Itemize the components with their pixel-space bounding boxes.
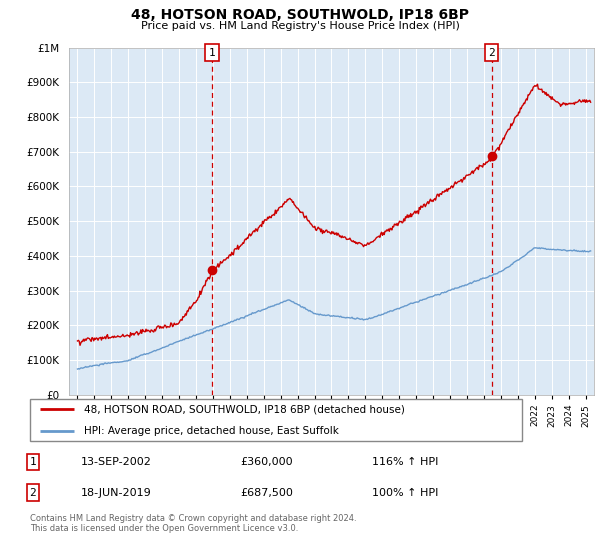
Text: 13-SEP-2002: 13-SEP-2002 xyxy=(81,457,152,466)
Text: £687,500: £687,500 xyxy=(240,488,293,497)
Text: 1: 1 xyxy=(209,48,215,58)
Text: 2: 2 xyxy=(488,48,495,58)
Text: HPI: Average price, detached house, East Suffolk: HPI: Average price, detached house, East… xyxy=(84,427,339,436)
Text: 48, HOTSON ROAD, SOUTHWOLD, IP18 6BP (detached house): 48, HOTSON ROAD, SOUTHWOLD, IP18 6BP (de… xyxy=(84,404,405,414)
Text: 48, HOTSON ROAD, SOUTHWOLD, IP18 6BP: 48, HOTSON ROAD, SOUTHWOLD, IP18 6BP xyxy=(131,8,469,22)
Text: 1: 1 xyxy=(29,457,37,466)
Text: 2: 2 xyxy=(29,488,37,497)
Text: 18-JUN-2019: 18-JUN-2019 xyxy=(81,488,152,497)
Text: 116% ↑ HPI: 116% ↑ HPI xyxy=(372,457,439,466)
Text: £360,000: £360,000 xyxy=(240,457,293,466)
Text: Contains HM Land Registry data © Crown copyright and database right 2024.
This d: Contains HM Land Registry data © Crown c… xyxy=(30,514,356,533)
Text: 100% ↑ HPI: 100% ↑ HPI xyxy=(372,488,439,497)
Text: Price paid vs. HM Land Registry's House Price Index (HPI): Price paid vs. HM Land Registry's House … xyxy=(140,21,460,31)
